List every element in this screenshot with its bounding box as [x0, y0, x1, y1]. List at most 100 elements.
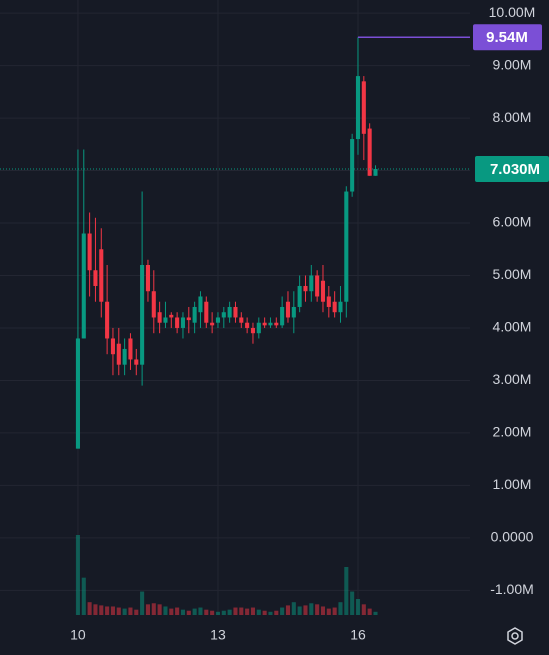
volume-bar: [116, 607, 121, 615]
y-tick-label: 0.0000: [491, 529, 534, 545]
volume-bar: [338, 602, 343, 615]
volume-bar: [186, 610, 191, 615]
candle-body: [169, 314, 174, 318]
y-tick-label: 5.00M: [493, 266, 532, 282]
candle-body: [245, 322, 250, 328]
candle-body: [233, 306, 238, 318]
volume-bar: [145, 604, 150, 615]
volume-bar: [87, 602, 92, 615]
volume-bar: [245, 608, 250, 615]
candle-body: [309, 275, 314, 292]
volume-bar: [215, 611, 221, 615]
volume-bar: [151, 603, 156, 615]
high-marker-tag: [473, 24, 542, 51]
candle-body: [280, 306, 285, 326]
volume-bar: [175, 607, 180, 615]
candle-body: [122, 348, 127, 365]
volume-bar: [105, 606, 110, 615]
candle-body: [87, 233, 92, 271]
volume-bar: [180, 609, 186, 615]
candle-body: [93, 270, 98, 286]
candle-body: [262, 322, 267, 326]
volume-bar: [99, 605, 104, 615]
candle-body: [198, 296, 203, 313]
volume-bar: [373, 611, 378, 615]
candle-body: [81, 233, 86, 339]
candle-body: [75, 338, 80, 449]
volume-bar: [250, 607, 256, 615]
candle-body: [204, 301, 209, 323]
volume-bar: [169, 608, 174, 615]
candle-body: [303, 285, 308, 292]
volume-bar: [291, 602, 296, 615]
volume-bar: [297, 606, 302, 615]
y-tick-label: 3.00M: [493, 371, 532, 387]
candle-body: [140, 264, 145, 365]
volume-bar: [75, 535, 80, 615]
volume-bar: [163, 606, 168, 615]
candle-body: [221, 312, 226, 318]
volume-bar: [268, 611, 273, 615]
candle-body: [361, 81, 366, 134]
y-tick-label: 8.00M: [493, 109, 532, 125]
volume-bar: [227, 609, 232, 615]
candle-body: [320, 280, 326, 302]
volume-bar: [280, 607, 285, 615]
candle-body: [332, 301, 337, 313]
volume-bar: [81, 577, 86, 615]
candle-body: [315, 275, 320, 297]
y-tick-label: 10.00M: [489, 4, 536, 20]
candle-body: [367, 128, 372, 176]
candle-body: [110, 338, 115, 355]
candle-body: [355, 76, 361, 140]
candle-body: [344, 191, 349, 302]
candle-body: [239, 317, 244, 323]
volume-bar: [256, 609, 261, 615]
high-marker-label: 9.54M: [486, 29, 528, 46]
volume-bar: [262, 610, 267, 615]
candle-body: [157, 312, 162, 323]
candle-body: [163, 317, 168, 323]
volume-bar: [326, 608, 331, 615]
volume-bar: [355, 599, 361, 615]
candle-body: [215, 317, 221, 323]
candle-body: [256, 322, 261, 334]
volume-bar: [332, 607, 337, 615]
candle-body: [116, 343, 121, 365]
y-tick-label: 9.00M: [493, 56, 532, 72]
volume-bar: [303, 605, 308, 615]
volume-bar: [344, 567, 349, 615]
volume-bar: [221, 610, 226, 615]
volume-bar: [367, 608, 372, 615]
candle-body: [151, 291, 156, 318]
volume-bar: [192, 608, 197, 615]
x-tick-label: 10: [70, 627, 86, 643]
volume-bar: [350, 591, 355, 615]
volume-bar: [233, 607, 238, 615]
candle-body: [373, 168, 378, 176]
volume-bar: [157, 604, 162, 615]
settings-icon[interactable]: [507, 627, 523, 645]
candle-body: [227, 306, 232, 318]
candle-body: [192, 306, 197, 323]
candle-body: [285, 301, 291, 318]
settings-dot: [511, 632, 519, 640]
last-price-label: 7.030M: [490, 161, 540, 178]
volume-bar: [134, 609, 139, 615]
volume-bar: [315, 604, 320, 615]
y-tick-label: 4.00M: [493, 319, 532, 335]
volume-bar: [239, 607, 244, 615]
candle-body: [210, 322, 215, 326]
volume-bar: [128, 607, 133, 615]
volume-bar: [309, 603, 314, 615]
candle-body: [326, 296, 331, 307]
last-price-tag: [475, 155, 549, 182]
candle-body: [134, 359, 139, 365]
y-tick-label: 2.00M: [493, 424, 532, 440]
x-tick-label: 13: [210, 627, 226, 643]
candle-body: [145, 264, 150, 292]
volume-bar: [320, 606, 326, 615]
candle-body: [128, 338, 133, 360]
y-tick-label: 6.00M: [493, 214, 532, 230]
volume-bar: [361, 604, 366, 615]
